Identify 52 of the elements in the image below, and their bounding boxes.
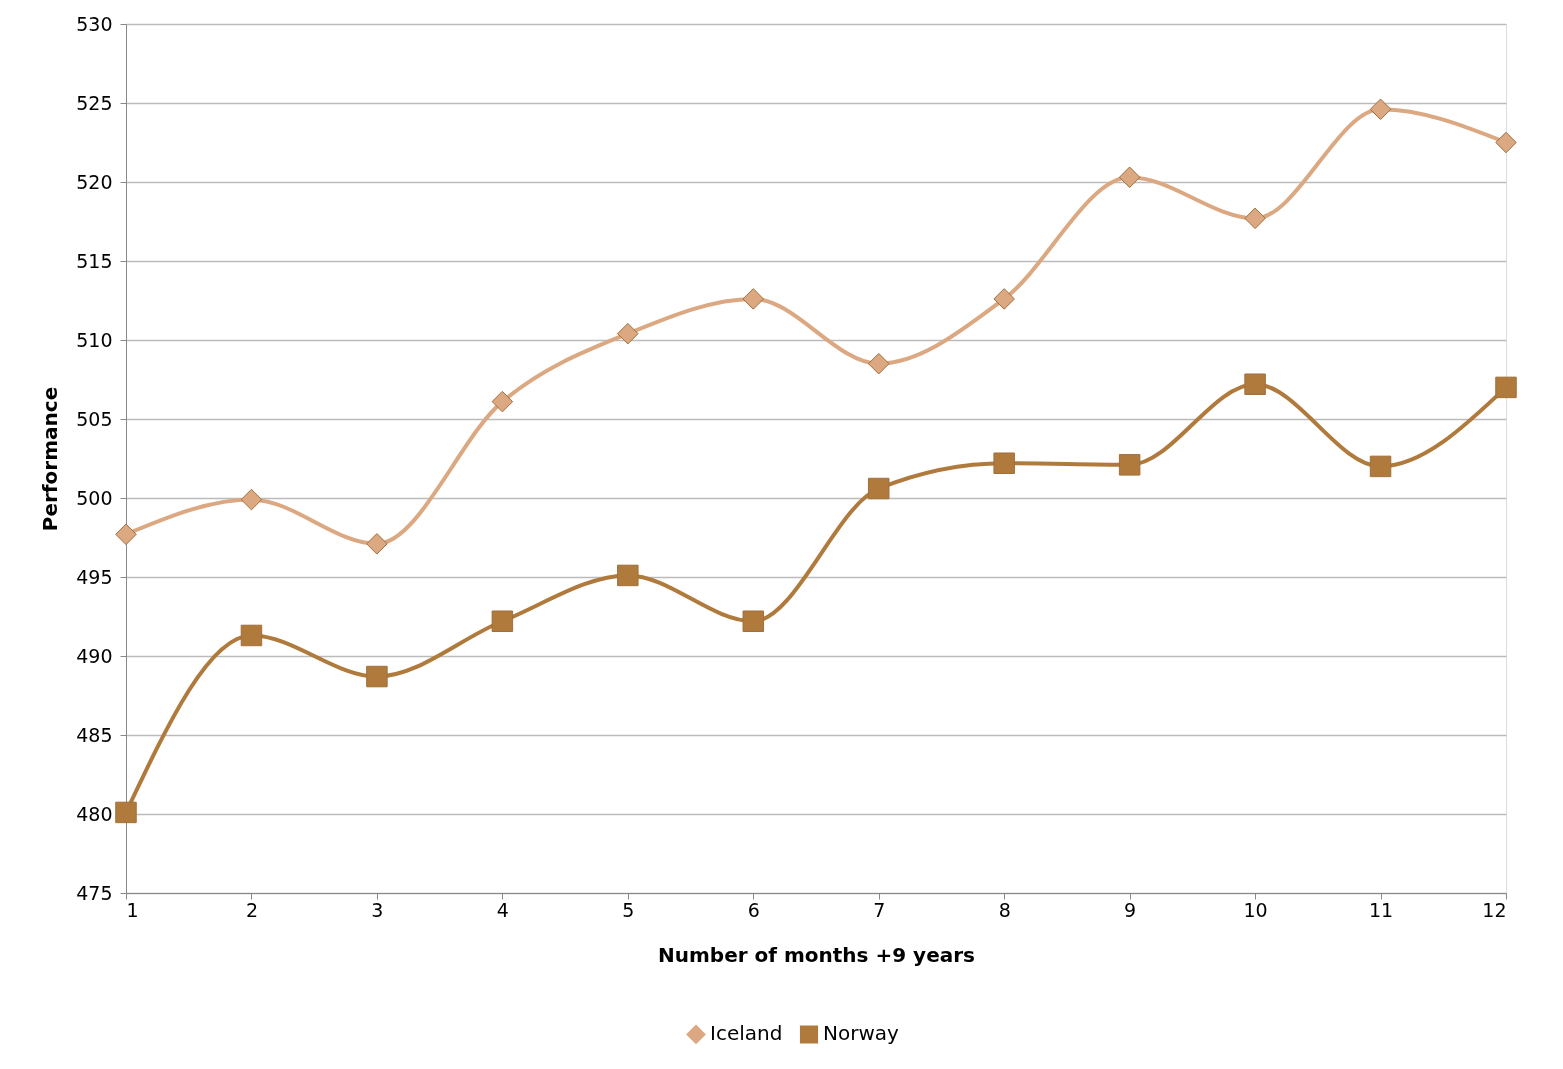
point [1244, 373, 1266, 395]
point [617, 322, 639, 345]
y-tick-label: 475 [76, 881, 113, 904]
point [240, 624, 263, 647]
x-tick-label: 1 [126, 898, 139, 921]
y-tick-label: 530 [76, 12, 113, 35]
point [1118, 166, 1141, 189]
y-tick-label: 490 [76, 644, 113, 667]
x-axis-title: Number of months +9 years [658, 942, 975, 967]
point [742, 288, 765, 310]
x-tick-label: 8 [998, 898, 1011, 921]
x-tick-label: 3 [371, 898, 384, 921]
legend-label: Norway [823, 1021, 900, 1046]
legend-label: Iceland [710, 1021, 783, 1046]
point [1369, 98, 1392, 121]
point [366, 665, 388, 688]
point [742, 610, 765, 632]
point [867, 352, 890, 375]
y-tick-label: 510 [76, 328, 113, 351]
x-tick-label: 2 [245, 898, 258, 921]
y-tick-label: 495 [76, 565, 113, 588]
y-tick-label: 520 [76, 170, 113, 193]
y-tick-label: 480 [76, 802, 113, 825]
x-tick-label: 11 [1368, 898, 1394, 921]
point [1495, 131, 1517, 154]
point [1244, 207, 1266, 230]
y-tick-label: 485 [76, 723, 113, 746]
point [993, 452, 1015, 474]
point [491, 610, 514, 632]
x-tick-label: 6 [747, 898, 760, 921]
point [1495, 376, 1517, 399]
point [1118, 454, 1141, 476]
point [240, 488, 263, 511]
point [1369, 455, 1392, 478]
y-tick-label: 505 [76, 407, 113, 430]
x-tick-label: 10 [1243, 898, 1268, 921]
point [115, 801, 137, 824]
x-tick-label: 4 [496, 898, 509, 921]
x-tick-label: 7 [873, 898, 886, 921]
y-tick-label: 500 [76, 486, 113, 509]
y-axis-title: Performance [38, 386, 63, 532]
x-tick-label: 12 [1482, 898, 1507, 921]
x-tick-label: 9 [1124, 898, 1137, 921]
point [115, 523, 137, 546]
point [366, 533, 388, 555]
point [491, 390, 514, 413]
point [993, 288, 1015, 310]
y-tick-label: 525 [76, 91, 113, 114]
point [867, 477, 890, 500]
x-tick-label: 5 [622, 898, 635, 921]
point [617, 564, 639, 587]
y-tick-label: 515 [76, 249, 113, 272]
